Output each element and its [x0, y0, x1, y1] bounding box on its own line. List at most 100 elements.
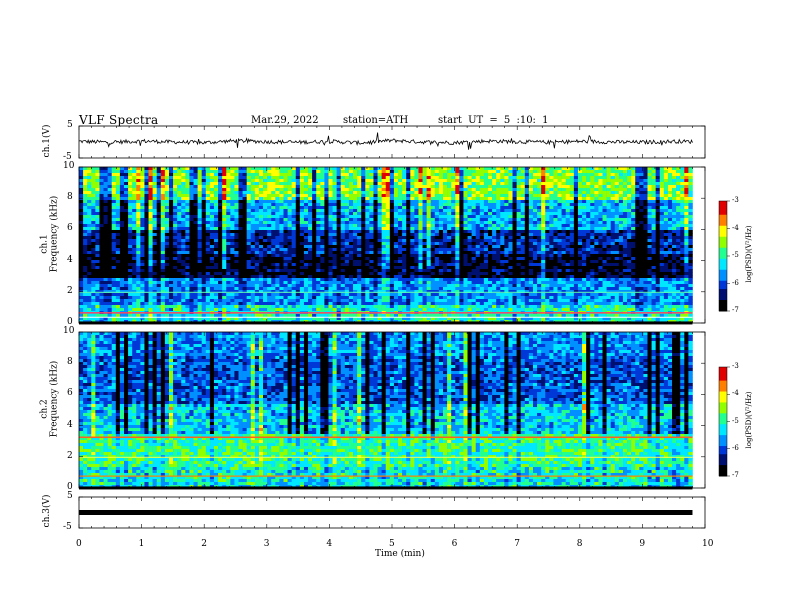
- ch1-spectrogram-cell: [303, 209, 309, 213]
- ch1-spectrogram-cell: [672, 173, 677, 177]
- ch1-spectrogram-cell: [524, 167, 530, 171]
- ch1-spectrogram-cell: [614, 218, 620, 222]
- ch1-spectrogram-cell: [119, 170, 125, 174]
- ch1-spectrogram-cell: [561, 248, 566, 252]
- ch1-spectrogram-cell: [279, 254, 284, 258]
- ch1-spectrogram-cell: [492, 233, 497, 237]
- ch1-spectrogram-cell: [676, 206, 681, 210]
- ch1-spectrogram-cell: [418, 263, 423, 267]
- ch1-spectrogram-cell: [504, 212, 509, 216]
- ch1-spectrogram-cell: [549, 203, 554, 207]
- ch1-spectrogram-cell: [230, 191, 235, 195]
- ch1-spectrogram-cell: [680, 191, 685, 195]
- ch1-spectrogram-cell: [340, 188, 346, 192]
- ch1-spectrogram-cell: [103, 209, 108, 213]
- ch1-spectrogram-cell: [209, 209, 215, 213]
- ch1-spectrogram-cell: [234, 248, 239, 252]
- ch1-spectrogram-cell: [577, 236, 583, 240]
- ch1-spectrogram-cell: [500, 203, 505, 207]
- ch1-spectrogram-cell: [136, 239, 141, 243]
- ch1-spectrogram-cell: [213, 185, 219, 189]
- ch1-spectrogram-cell: [79, 194, 84, 198]
- ch1-spectrogram-cell: [160, 260, 166, 264]
- ch1-spectrogram-cell: [528, 248, 534, 252]
- ch1-spectrogram-cell: [369, 176, 374, 180]
- ch1-spectrogram-cell: [426, 224, 432, 228]
- ch1-spectrogram-cell: [500, 215, 505, 219]
- ch1-spectrogram-cell: [242, 266, 247, 270]
- ch1-spectrogram-cell: [365, 257, 370, 261]
- ch1-spectrogram-cell: [463, 215, 468, 219]
- ch1-spectrogram-cell: [328, 245, 333, 249]
- ch1-spectrogram-cell: [590, 227, 595, 231]
- ch1-spectrogram-cell: [250, 239, 256, 243]
- ch1-spectrogram-cell: [487, 197, 493, 201]
- ch1-spectrogram-cell: [590, 179, 595, 183]
- ch1-spectrogram-cell: [561, 215, 566, 219]
- ch1-spectrogram-cell: [115, 254, 121, 258]
- ch1-spectrogram-cell: [402, 233, 407, 237]
- ch1-spectrogram-cell: [320, 230, 325, 234]
- ch1-spectrogram-cell: [557, 221, 562, 225]
- ch1-spectrogram-cell: [635, 215, 640, 219]
- ch1-spectrogram-cell: [79, 185, 84, 189]
- ch1-spectrogram-cell: [263, 215, 268, 219]
- ch1-spectrogram-cell: [299, 182, 305, 186]
- ch1-spectrogram-cell: [328, 239, 333, 243]
- ch1-spectrogram-cell: [340, 251, 346, 255]
- ch1-spectrogram-cell: [79, 266, 84, 270]
- ch1-spectrogram-cell: [95, 206, 100, 210]
- ch1-spectrogram-cell: [606, 206, 611, 210]
- ch1-spectrogram-cell: [267, 227, 272, 231]
- ch1-spectrogram-cell: [438, 200, 444, 204]
- ch1-spectrogram-cell: [631, 200, 636, 204]
- ch1-spectrogram-cell: [128, 239, 133, 243]
- ch1-spectrogram-cell: [443, 194, 448, 198]
- ch1-spectrogram-cell: [336, 227, 342, 231]
- ch1-spectrogram-cell: [565, 221, 571, 225]
- ch1-spectrogram-cell: [512, 245, 517, 249]
- ch1-spectrogram-cell: [508, 203, 513, 207]
- ch1-spectrogram-cell: [226, 266, 231, 270]
- ch1-spectrogram-cell: [234, 260, 239, 264]
- ch1-spectrogram-cell: [156, 167, 162, 171]
- ch1-spectrogram-cell: [218, 230, 223, 234]
- ch1-spectrogram-cell: [373, 209, 378, 213]
- ch1-spectrogram-cell: [79, 251, 84, 255]
- ch1-spectrogram-cell: [385, 257, 391, 261]
- ch1-spectrogram-cell: [414, 188, 419, 192]
- ch1-spectrogram-cell: [242, 197, 247, 201]
- ch1-spectrogram-cell: [594, 254, 599, 258]
- ch1-spectrogram-cell: [680, 194, 685, 198]
- ch1-spectrogram-cell: [684, 236, 689, 240]
- ch1-spectrogram-cell: [618, 251, 624, 255]
- ch1-spectrogram-cell: [357, 194, 362, 198]
- ch1-spectrogram-cell: [218, 167, 223, 171]
- ch1-spectrogram-cell: [369, 239, 374, 243]
- ch1-spectrogram-cell: [299, 248, 305, 252]
- ch1-spectrogram-cell: [136, 260, 141, 264]
- ch1-spectrogram-cell: [103, 221, 108, 225]
- ch1-spectrogram-cell: [83, 179, 88, 183]
- ch1-spectrogram-cell: [618, 263, 624, 267]
- ch1-spectrogram-cell: [205, 227, 211, 231]
- ch1-spectrogram-cell: [537, 176, 542, 180]
- ch1-spectrogram-cell: [308, 176, 313, 180]
- ch1-spectrogram-cell: [263, 251, 268, 255]
- ch1-spectrogram-cell: [291, 215, 297, 219]
- ch1-spectrogram-cell: [193, 230, 198, 234]
- ch1-spectrogram-cell: [508, 173, 513, 177]
- ch1-spectrogram-cell: [627, 170, 632, 174]
- ch1-spectrogram-cell: [688, 260, 693, 264]
- ch1-spectrogram-cell: [361, 185, 366, 189]
- ch1-spectrogram-cell: [598, 245, 603, 249]
- ch1-spectrogram-cell: [168, 227, 174, 231]
- ch1-spectrogram-cell: [136, 197, 141, 201]
- ch1-spectrogram-cell: [422, 209, 427, 213]
- ch1-spectrogram-cell: [418, 236, 423, 240]
- ch1-spectrogram-cell: [537, 170, 542, 174]
- ch1-spectrogram-cell: [618, 209, 624, 213]
- ch1-spectrogram-cell: [426, 215, 432, 219]
- ch1-spectrogram-cell: [340, 182, 346, 186]
- ch1-spectrogram-cell: [532, 227, 538, 231]
